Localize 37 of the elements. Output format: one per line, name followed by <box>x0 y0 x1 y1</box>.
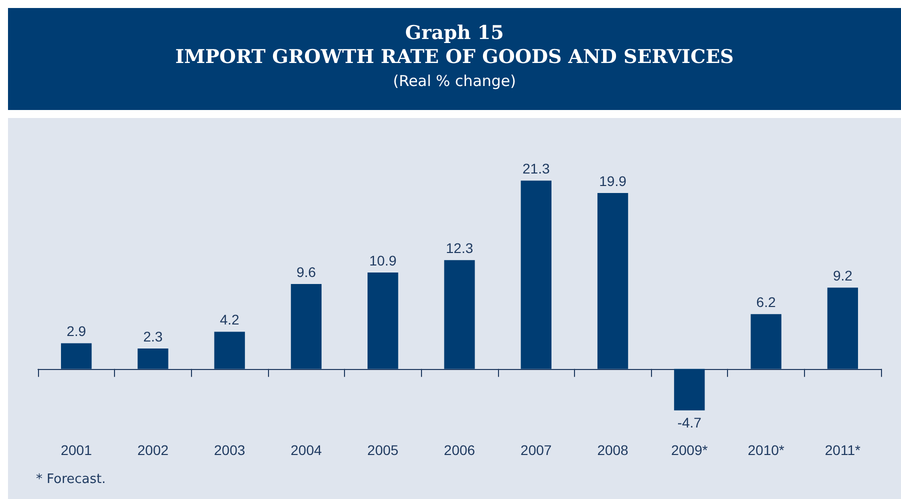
data-label: 9.6 <box>296 264 316 280</box>
x-tick-label: 2010* <box>748 442 785 458</box>
bar <box>214 332 245 369</box>
data-label: 6.2 <box>756 294 776 310</box>
data-label: 9.2 <box>832 268 853 284</box>
x-tick-label: 2009* <box>671 442 708 458</box>
x-tick-label: 2002 <box>137 442 169 458</box>
bar <box>520 180 552 369</box>
chart-subtitle: (Real % change) <box>392 72 518 90</box>
data-label: 2.3 <box>143 328 163 345</box>
x-tick-label: 2001 <box>60 442 92 458</box>
bar <box>750 314 782 369</box>
chart-title: IMPORT GROWTH RATE OF GOODS AND SERVICES <box>174 46 735 68</box>
bar <box>827 288 858 369</box>
data-label: -4.7 <box>677 414 702 430</box>
data-label: 19.9 <box>599 173 627 190</box>
text: * Forecast. <box>36 472 106 487</box>
x-tick-label: 2003 <box>214 442 246 458</box>
x-tick-label: 2007 <box>520 442 552 458</box>
data-label: 21.3 <box>522 160 550 177</box>
data-label: 4.2 <box>220 312 240 328</box>
bar <box>444 260 475 369</box>
bar <box>60 343 92 369</box>
caption: Graph 15 <box>404 22 505 44</box>
x-tick-label: 2006 <box>444 442 476 458</box>
bar <box>290 284 322 369</box>
x-tick-label: 2011* <box>824 442 862 458</box>
x-tick-label: 2004 <box>290 442 322 458</box>
x-tick-label: 2005 <box>367 442 399 458</box>
bar <box>138 348 168 369</box>
data-label: 12.3 <box>446 240 474 256</box>
data-label: 10.9 <box>369 252 397 269</box>
bar <box>368 272 398 369</box>
bar <box>674 368 705 410</box>
data-label: 2.9 <box>66 323 86 340</box>
x-tick-label: 2008 <box>597 442 629 458</box>
bar <box>597 193 628 369</box>
